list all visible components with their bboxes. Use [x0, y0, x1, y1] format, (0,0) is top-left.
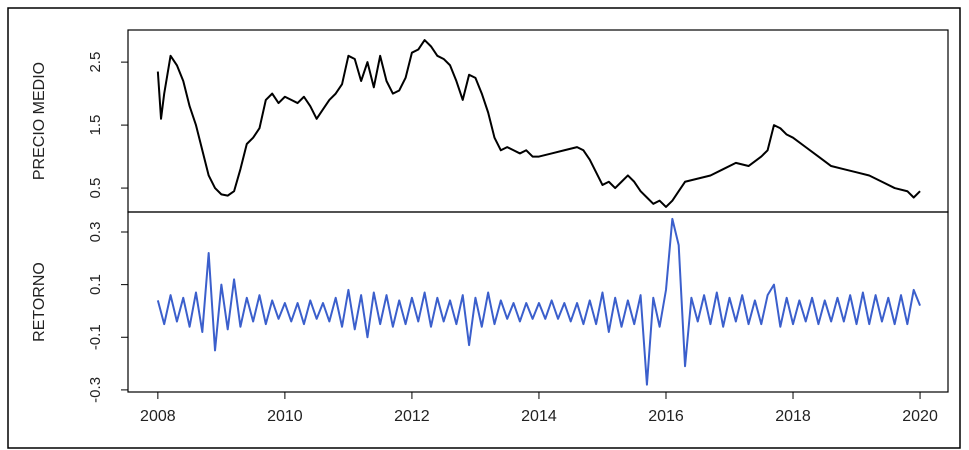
panel-border	[127, 211, 949, 393]
y-tick-label: -0.1	[87, 324, 104, 350]
panel-border	[127, 29, 949, 213]
data-line	[156, 217, 921, 386]
x-tick-label: 2012	[394, 408, 430, 425]
y-tick-label: 0.5	[87, 178, 104, 199]
frame	[7, 7, 961, 449]
x-tick-label: 2008	[140, 408, 176, 425]
data-line	[156, 39, 921, 208]
y-tick-label: 2.5	[87, 52, 104, 73]
y-axis-label: PRECIO MEDIO	[31, 62, 48, 180]
x-tick-label: 2016	[648, 408, 684, 425]
y-tick-label: 0.3	[87, 222, 104, 243]
x-tick-label: 2018	[775, 408, 811, 425]
y-tick-label: 0.1	[87, 274, 104, 295]
y-tick-label: -0.3	[87, 377, 104, 403]
x-tick-label: 2010	[267, 408, 303, 425]
y-tick-label: 1.5	[87, 115, 104, 136]
x-tick-label: 2020	[902, 408, 938, 425]
y-axis-label: RETORNO	[31, 262, 48, 342]
x-tick-label: 2014	[521, 408, 557, 425]
